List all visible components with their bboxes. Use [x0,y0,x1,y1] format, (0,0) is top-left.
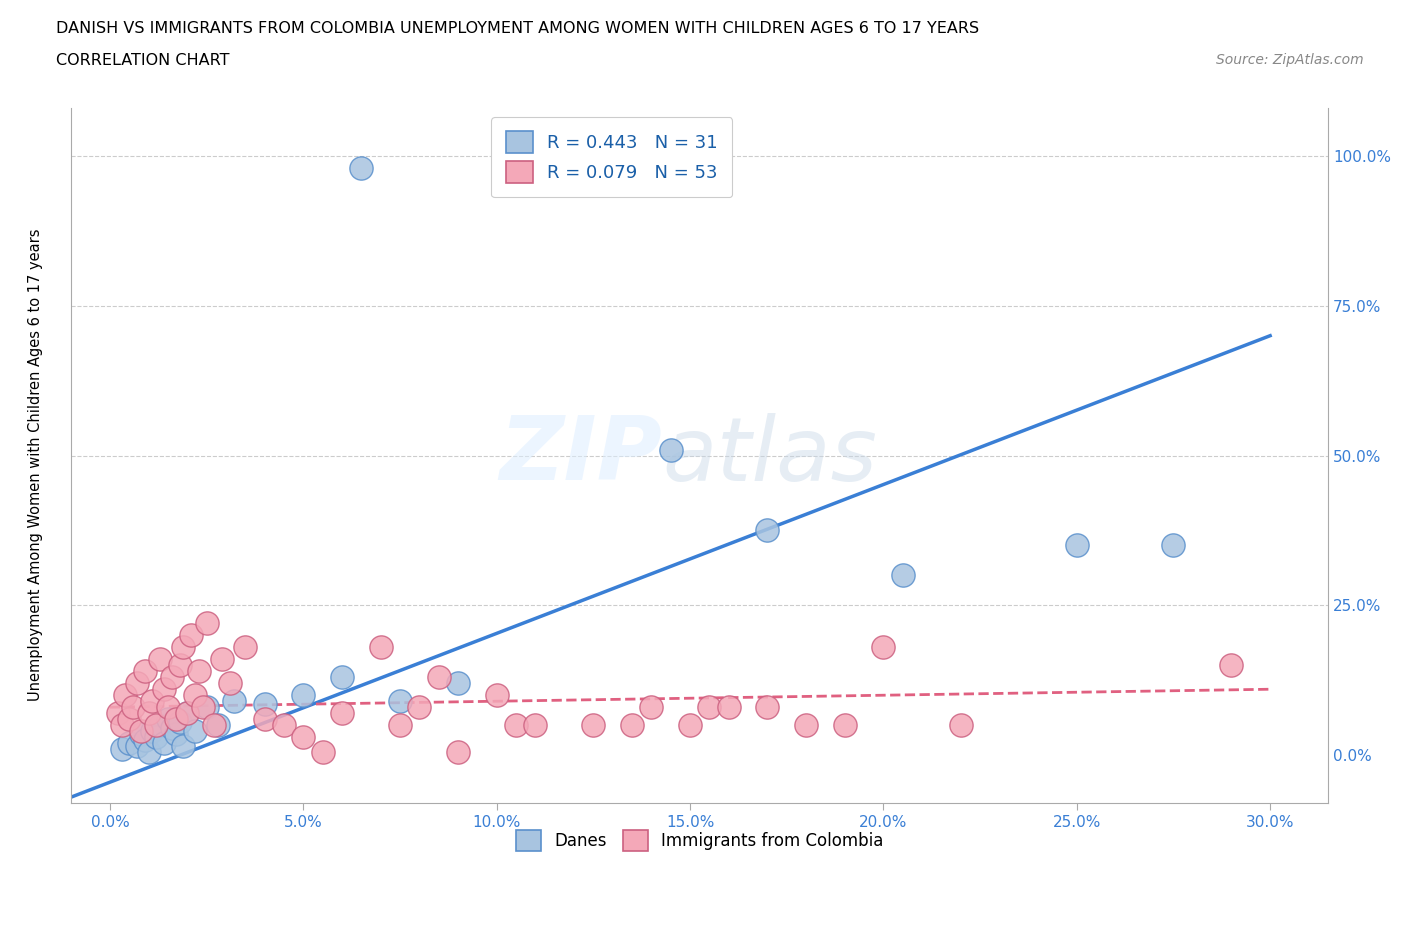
Point [156,711,179,726]
Point [122,699,145,714]
Point [253,697,276,711]
Point [330,670,353,684]
Point [176,706,198,721]
Point [505,718,527,733]
Point [273,718,295,733]
Point [180,628,202,643]
Point [253,711,276,726]
Point [621,718,644,733]
Point [222,694,245,709]
Point [408,699,430,714]
Point [640,699,662,714]
Point [292,688,315,703]
Point [172,640,194,655]
Point [218,676,240,691]
Point [118,711,141,726]
Point [125,738,148,753]
Point [169,715,191,730]
Point [165,711,187,726]
Point [195,616,218,631]
Point [524,718,547,733]
Text: Source: ZipAtlas.com: Source: ZipAtlas.com [1216,53,1364,67]
Point [156,699,179,714]
Point [794,718,817,733]
Point [184,688,207,703]
Point [125,676,148,691]
Point [233,640,256,655]
Point [872,640,894,655]
Point [187,664,209,679]
Point [114,688,136,703]
Point [292,730,315,745]
Point [153,736,176,751]
Point [679,718,702,733]
Point [202,718,225,733]
Point [388,694,411,709]
Point [129,724,152,738]
Point [388,718,411,733]
Point [141,724,163,738]
Point [311,745,333,760]
Point [756,523,779,538]
Point [149,718,172,733]
Point [165,726,187,741]
Point [145,718,167,733]
Point [756,699,779,714]
Point [350,161,373,176]
Point [207,718,229,733]
Point [149,652,172,667]
Point [949,718,972,733]
Point [834,718,856,733]
Point [176,706,198,721]
Point [447,676,470,691]
Point [582,718,605,733]
Text: DANISH VS IMMIGRANTS FROM COLOMBIA UNEMPLOYMENT AMONG WOMEN WITH CHILDREN AGES 6: DANISH VS IMMIGRANTS FROM COLOMBIA UNEMP… [56,21,980,36]
Point [699,699,721,714]
Point [110,718,132,733]
Point [1220,658,1243,672]
Point [138,745,160,760]
Point [138,706,160,721]
Point [134,733,156,748]
Point [427,670,450,684]
Point [134,664,156,679]
Point [447,745,470,760]
Point [211,652,233,667]
Point [1163,538,1185,552]
Point [1066,538,1088,552]
Point [107,706,129,721]
Text: Unemployment Among Women with Children Ages 6 to 17 years: Unemployment Among Women with Children A… [28,229,42,701]
Text: atlas: atlas [662,413,877,498]
Point [118,736,141,751]
Point [110,742,132,757]
Point [141,694,163,709]
Point [172,738,194,753]
Point [169,658,191,672]
Point [184,724,207,738]
Point [195,699,218,714]
Point [129,726,152,741]
Point [191,699,214,714]
Point [160,721,183,736]
Point [330,706,353,721]
Point [659,442,682,457]
Point [891,568,914,583]
Point [145,730,167,745]
Text: ZIP: ZIP [499,412,662,499]
Point [370,640,392,655]
Text: CORRELATION CHART: CORRELATION CHART [56,53,229,68]
Point [160,670,183,684]
Point [485,688,508,703]
Point [153,682,176,697]
Point [717,699,740,714]
Legend: Danes, Immigrants from Colombia: Danes, Immigrants from Colombia [509,824,890,857]
